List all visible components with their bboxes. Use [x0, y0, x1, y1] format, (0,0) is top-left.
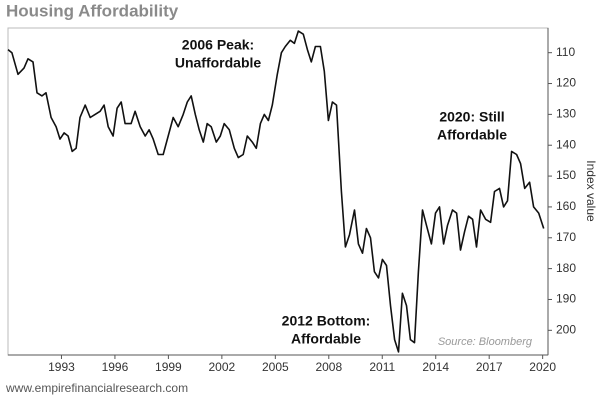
y-tick-label: 110	[556, 45, 575, 59]
x-tick-label: 2008	[315, 360, 342, 374]
annotation: Affordable	[291, 331, 361, 347]
y-tick-label: 180	[556, 261, 576, 275]
source: Source: Bloomberg	[438, 336, 533, 348]
y-tick-label: 170	[556, 230, 576, 244]
data-line	[7, 30, 545, 353]
x-tick-label: 2002	[209, 360, 236, 374]
y-tick-label: 150	[556, 168, 576, 182]
x-tick-label: 2005	[262, 360, 289, 374]
y-tick-label: 160	[556, 199, 576, 213]
x-tick-label: 1993	[48, 360, 75, 374]
y-axis-label: Index value	[584, 160, 598, 222]
x-tick-label: 2014	[422, 360, 449, 374]
x-tick-label: 1996	[102, 360, 129, 374]
x-tick-label: 2020	[529, 360, 556, 374]
y-tick-label: 120	[556, 76, 576, 90]
x-tick-label: 1999	[155, 360, 182, 374]
annotation: 2012 Bottom:	[282, 313, 371, 329]
y-tick-label: 190	[556, 292, 576, 306]
annotation: Affordable	[437, 127, 507, 143]
x-tick-label: 2011	[369, 360, 395, 374]
y-tick-label: 130	[556, 107, 576, 121]
chart-title: Housing Affordability	[6, 1, 179, 20]
annotation: 2006 Peak:	[182, 37, 254, 53]
y-tick-label: 140	[556, 137, 576, 151]
footer: www.empirefinancialresearch.com	[5, 381, 188, 395]
y-tick-label: 200	[556, 322, 576, 336]
annotation: Unaffordable	[175, 55, 262, 71]
plot-frame	[7, 27, 549, 356]
x-tick-label: 2017	[476, 360, 503, 374]
annotation: 2020: Still	[439, 109, 504, 125]
